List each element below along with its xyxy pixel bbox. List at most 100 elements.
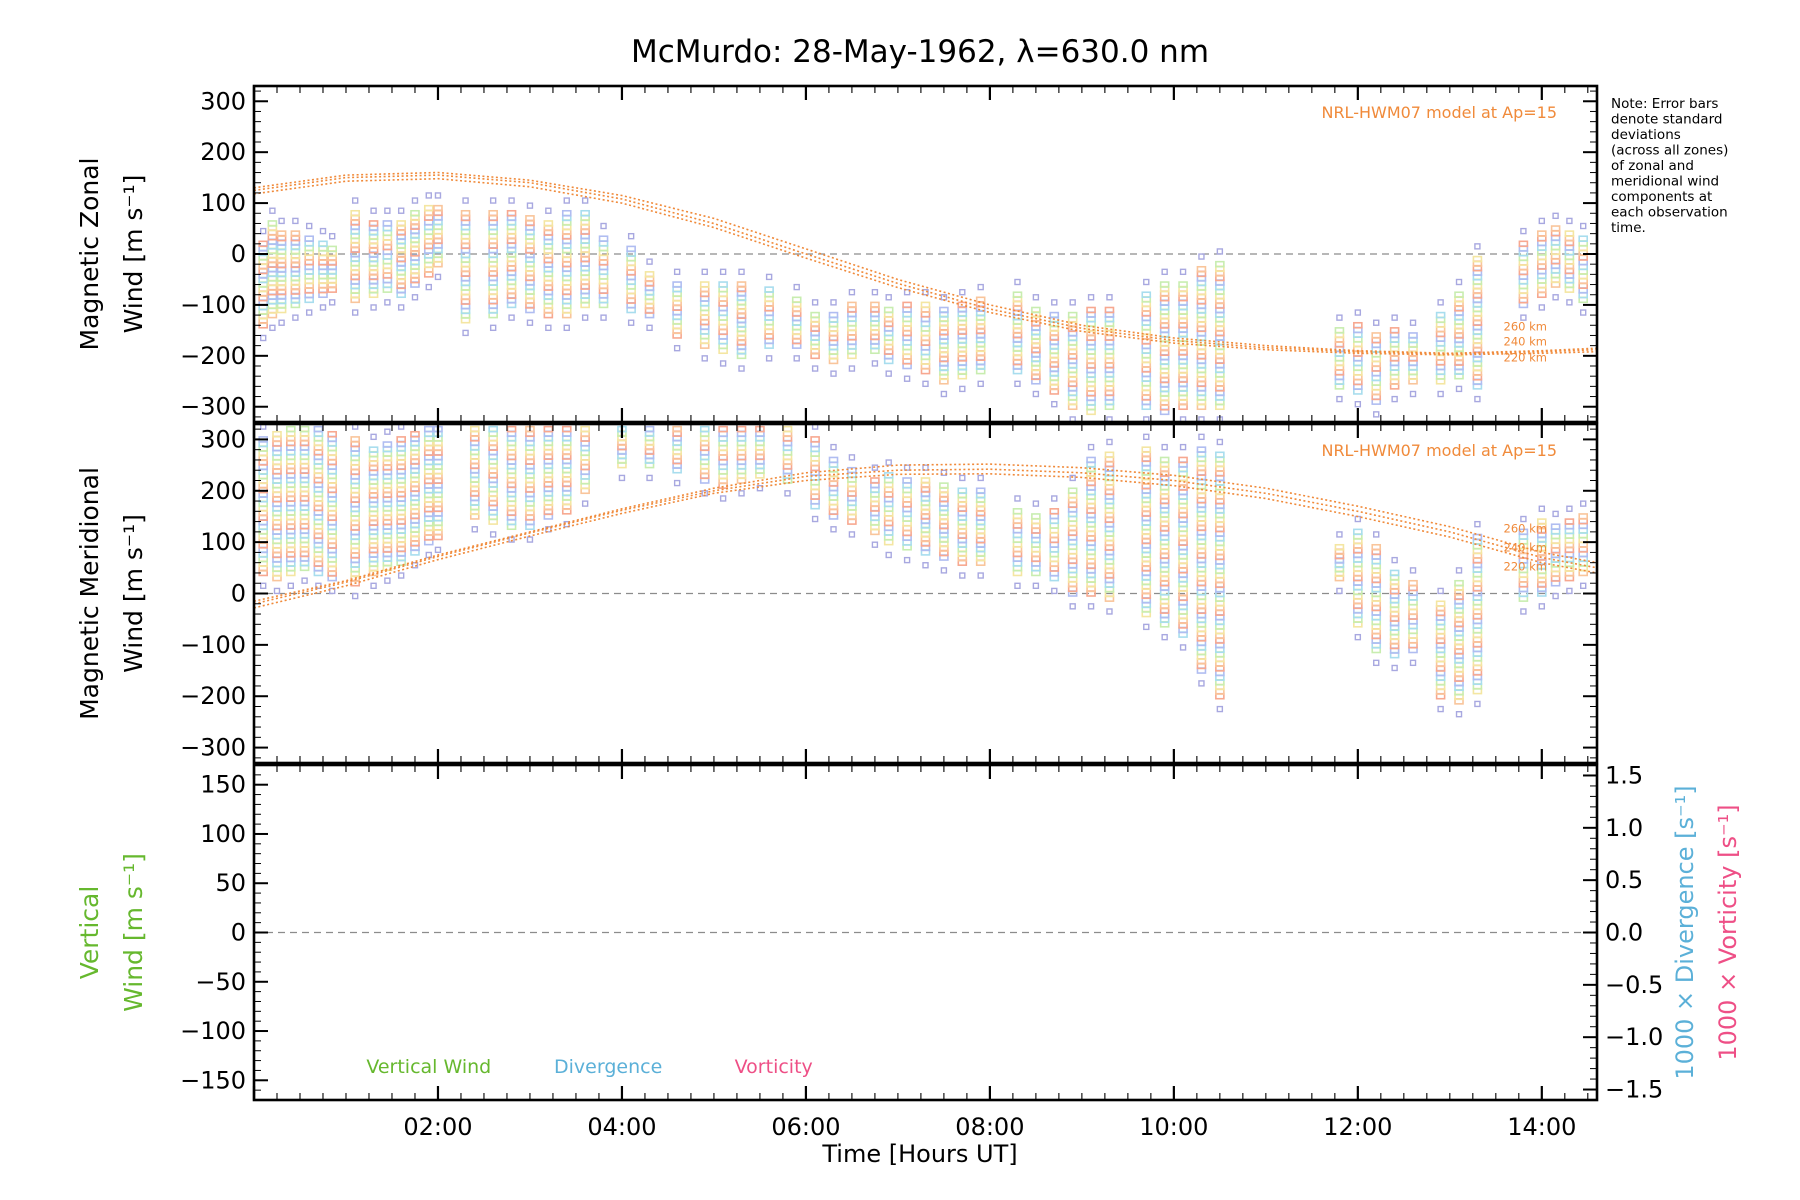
meridional-observation-marker <box>1472 533 1483 541</box>
zonal-error-bar-marker <box>462 329 469 337</box>
zonal-error-bar-marker <box>1032 294 1040 301</box>
meridional-error-bar-marker <box>811 515 819 523</box>
zonal-y-axis-label: Wind [m s⁻¹] <box>119 175 148 334</box>
meridional-observation-marker <box>327 430 337 438</box>
zonal-observation-marker <box>810 311 820 319</box>
meridional-observation-marker <box>672 425 682 433</box>
note-line-9: time. <box>1611 220 1646 236</box>
zonal-error-bar-marker <box>1179 268 1187 276</box>
x-axis-label: Time [Hours UT] <box>821 1140 1017 1168</box>
zonal-error-bar-marker <box>462 197 469 204</box>
meridional-observation-marker <box>736 425 747 433</box>
vertical-y-tick-label: −100 <box>180 1017 246 1045</box>
meridional-observation-marker <box>1564 518 1575 525</box>
zonal-observation-marker <box>327 245 337 253</box>
zonal-observation-marker <box>350 209 360 217</box>
zonal-error-bar-marker <box>1474 243 1481 250</box>
vertical-y-tick-label: 0 <box>231 919 246 947</box>
zonal-error-bar-marker <box>489 324 497 332</box>
meridional-error-bar-marker <box>922 464 929 471</box>
zonal-y-tick-label: −100 <box>180 291 246 319</box>
zonal-observation-marker <box>433 204 443 212</box>
zonal-observation-marker <box>764 286 774 293</box>
zonal-observation-marker <box>1012 291 1023 299</box>
zonal-observation-marker <box>561 209 572 217</box>
meridional-error-bar-marker <box>1474 700 1481 708</box>
zonal-error-bar-marker <box>1087 294 1095 301</box>
meridional-error-bar-marker <box>1161 443 1168 451</box>
vertical-y-tick-label: 50 <box>215 869 246 897</box>
zonal-error-bar-marker <box>1161 268 1168 276</box>
meridional-error-bar-marker <box>618 474 626 482</box>
zonal-y-tick-label: −300 <box>180 393 246 421</box>
zonal-observation-marker <box>1067 311 1078 319</box>
zonal-error-bar-marker <box>830 370 837 377</box>
x-tick-label: 06:00 <box>771 1113 840 1141</box>
note-line-8: each observation <box>1611 205 1728 221</box>
meridional-error-bar-marker <box>1474 520 1481 528</box>
meridional-error-bar-marker <box>1216 438 1224 446</box>
meridional-error-bar-marker <box>370 433 377 441</box>
zonal-observation-marker <box>382 220 393 227</box>
zonal-error-bar-marker <box>903 375 911 382</box>
zonal-error-bar-marker <box>269 207 276 214</box>
meridional-observation-marker <box>1178 456 1188 464</box>
zonal-error-bar-marker <box>765 273 773 281</box>
meridional-error-bar-marker <box>1198 433 1205 441</box>
zonal-altitude-label: 220 km <box>1504 350 1547 364</box>
meridional-error-bar-marker <box>384 428 391 435</box>
zonal-error-bar-marker <box>673 344 681 352</box>
meridional-observation-marker <box>1353 528 1363 536</box>
zonal-y-tick-label: 0 <box>231 240 246 268</box>
zonal-y-tick-label: −200 <box>180 342 246 370</box>
meridional-error-bar-marker <box>1437 587 1444 595</box>
zonal-error-bar-marker <box>397 207 405 214</box>
meridional-error-bar-marker <box>1087 443 1095 451</box>
zonal-error-bar-marker <box>581 314 589 321</box>
zonal-altitude-label: 260 km <box>1504 320 1547 334</box>
error-bar-note: Note: Error bars denote standard deviati… <box>1611 96 1733 236</box>
meridional-error-bar-marker <box>903 556 911 564</box>
meridional-error-bar-marker <box>1409 659 1417 667</box>
zonal-error-bar-marker <box>922 380 929 388</box>
meridional-error-bar-marker <box>673 479 681 487</box>
zonal-error-bar-marker <box>425 192 432 199</box>
zonal-error-bar-marker <box>1520 314 1527 321</box>
meridional-error-bar-marker <box>1069 474 1076 482</box>
zonal-error-bar-marker <box>871 360 879 367</box>
meridional-error-bar-marker <box>1179 644 1187 651</box>
meridional-observation-marker <box>1435 600 1446 608</box>
meridional-observation-marker <box>644 425 655 433</box>
zonal-error-bar-marker <box>545 324 552 332</box>
zonal-error-bar-marker <box>1106 294 1113 301</box>
zonal-observation-marker <box>699 281 710 288</box>
zonal-observation-marker <box>488 209 498 217</box>
meridional-error-bar-marker <box>903 464 911 471</box>
zonal-observation-marker <box>975 296 986 304</box>
meridional-error-bar-marker <box>370 582 377 589</box>
zonal-error-bar-marker <box>328 299 336 306</box>
meridional-error-bar-marker <box>885 459 892 466</box>
zonal-observation-marker <box>1031 306 1041 314</box>
meridional-observation-marker <box>975 487 986 495</box>
zonal-error-bar-marker <box>1014 380 1021 388</box>
zonal-error-bar-marker <box>384 299 391 306</box>
meridional-observation-marker <box>1371 543 1382 551</box>
note-line-5: of zonal and <box>1611 158 1694 174</box>
zonal-error-bar-marker <box>305 309 313 316</box>
meridional-error-bar-marker <box>1520 515 1527 523</box>
zonal-error-bar-marker <box>738 268 745 276</box>
meridional-observation-marker <box>1067 487 1078 495</box>
meridional-observation-marker <box>396 436 406 443</box>
zonal-observation-marker <box>1215 260 1225 268</box>
zonal-error-bar-marker <box>627 232 635 240</box>
zonal-error-bar-marker <box>830 299 837 306</box>
meridional-observation-marker <box>699 425 710 433</box>
zonal-error-bar-marker <box>1409 390 1417 398</box>
meridional-observation-marker <box>368 446 379 453</box>
zonal-error-bar-marker <box>1051 299 1058 306</box>
meridional-error-bar-marker <box>1198 680 1205 687</box>
meridional-y-tick-label: 200 <box>200 477 246 505</box>
meridional-observation-marker <box>350 436 360 443</box>
zonal-error-bar-marker <box>411 197 419 204</box>
